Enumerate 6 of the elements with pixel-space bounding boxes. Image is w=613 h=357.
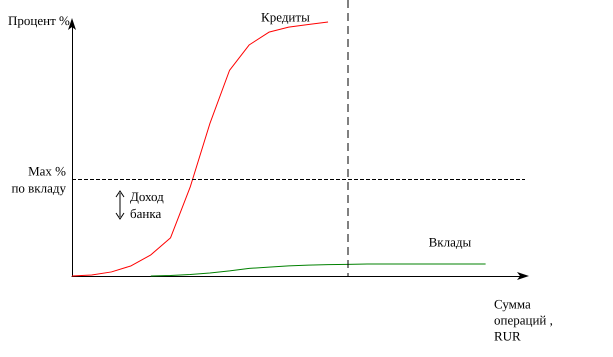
ref-line-label: Max % по вкладу (11, 163, 66, 196)
y-axis-title: Процент % (8, 13, 70, 28)
series-label: Вклады (428, 234, 472, 250)
x-axis-title: Сумма операций , RUR (494, 296, 553, 344)
annotation: Доход банка (130, 189, 164, 221)
series-label: Кредиты (261, 10, 310, 24)
